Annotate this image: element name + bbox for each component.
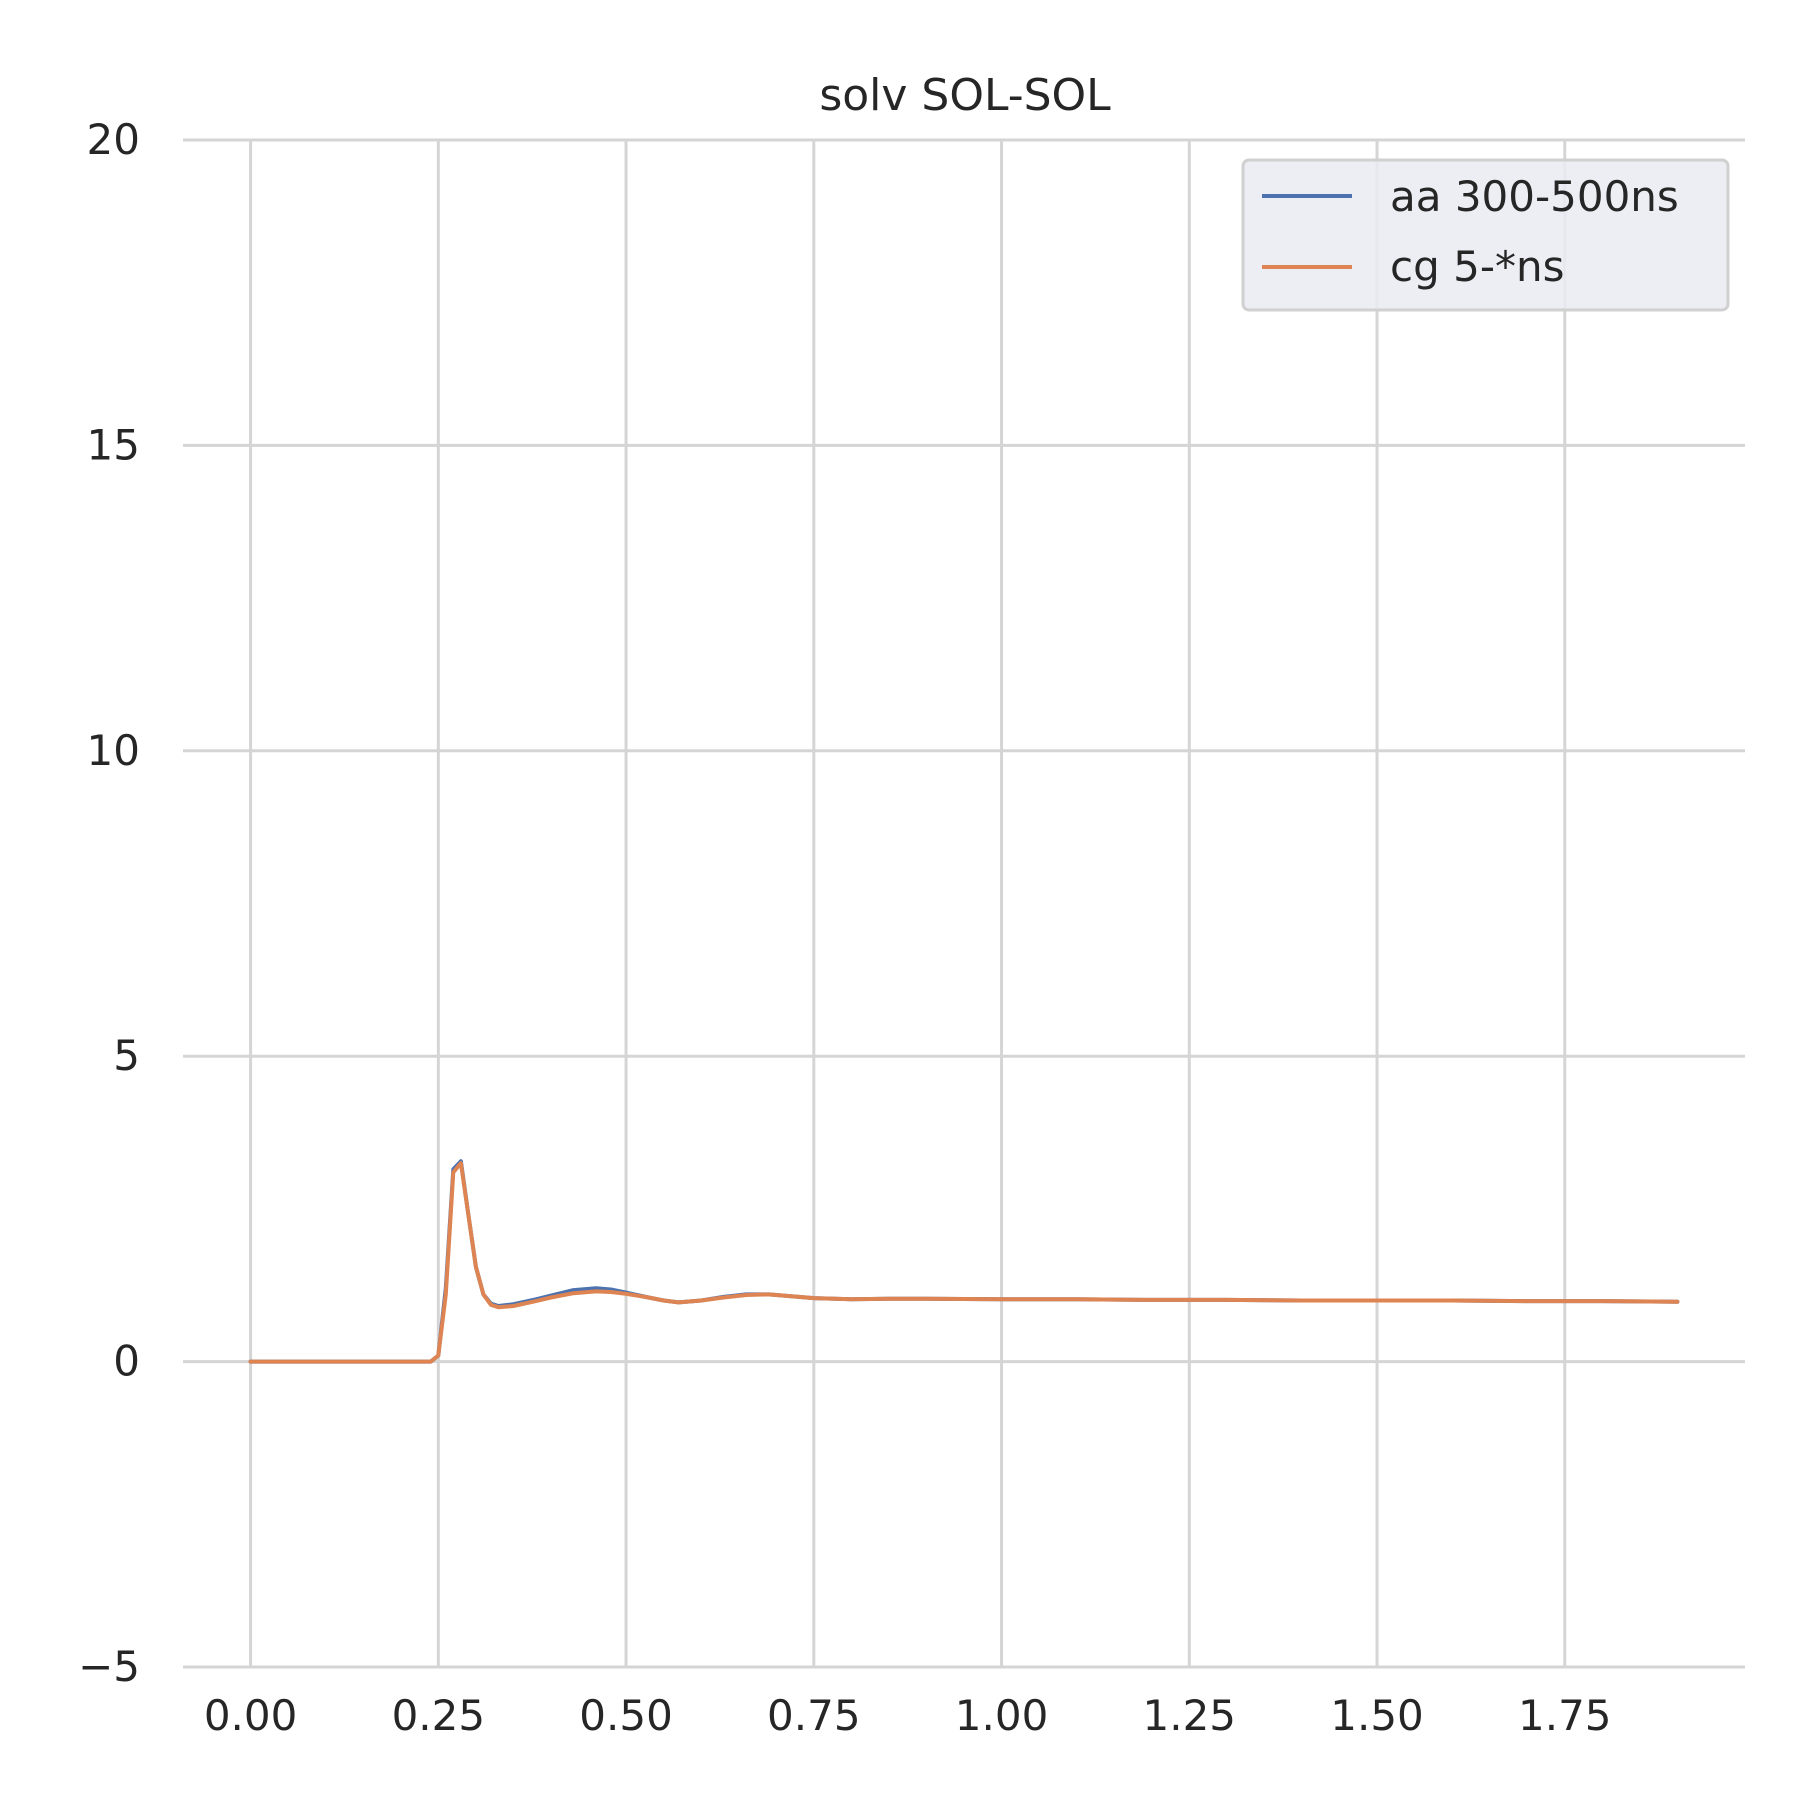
x-tick-label: 1.75 — [1518, 1691, 1612, 1740]
legend-label-cg: cg 5-*ns — [1390, 242, 1564, 291]
y-tick-label: 15 — [87, 420, 140, 469]
y-tick-label: −5 — [78, 1642, 140, 1691]
y-gridlines — [183, 138, 1745, 1669]
chart-title: solv SOL-SOL — [819, 70, 1111, 121]
x-tick-label: 1.25 — [1143, 1691, 1237, 1740]
x-tick-label: 0.50 — [579, 1691, 673, 1740]
x-tick-label: 1.00 — [955, 1691, 1049, 1740]
legend-label-aa: aa 300-500ns — [1390, 172, 1679, 221]
x-gridlines — [249, 140, 1567, 1667]
x-tick-label: 0.00 — [204, 1691, 298, 1740]
legend: aa 300-500ns cg 5-*ns — [1241, 158, 1730, 312]
y-tick-label: 0 — [113, 1337, 140, 1386]
y-tick-label: 10 — [87, 726, 140, 775]
y-tick-label: 20 — [87, 115, 140, 164]
series-line-1 — [248, 1161, 1680, 1364]
y-tick-label: 5 — [113, 1031, 140, 1080]
x-tick-label: 0.25 — [392, 1691, 486, 1740]
x-tick-label: 0.75 — [767, 1691, 861, 1740]
legend-box — [1241, 158, 1730, 312]
x-tick-label: 1.50 — [1330, 1691, 1424, 1740]
series-lines — [248, 1159, 1680, 1364]
x-tick-labels: 0.00 0.25 0.50 0.75 1.00 1.25 1.50 1.75 — [204, 1691, 1612, 1740]
y-tick-labels: −5 0 5 10 15 20 — [78, 115, 140, 1691]
